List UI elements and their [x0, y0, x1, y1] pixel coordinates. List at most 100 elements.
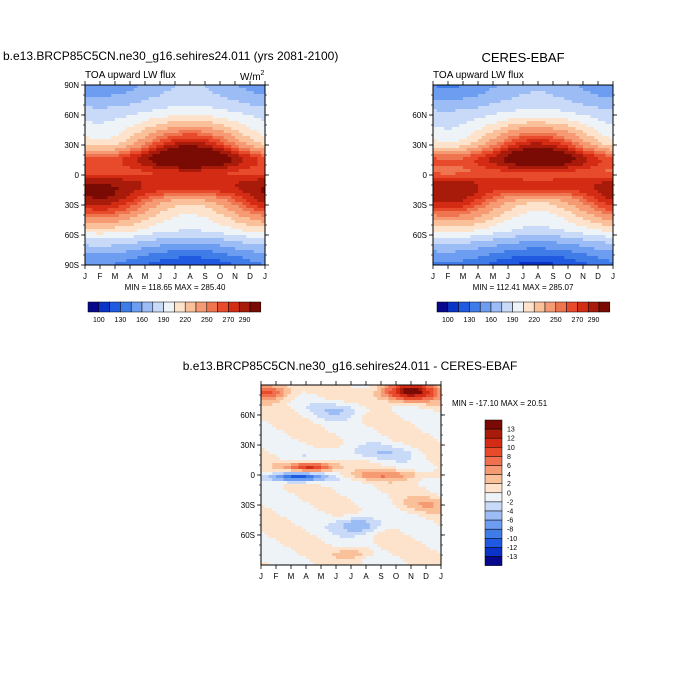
heatmap-cell	[246, 226, 251, 230]
heatmap-cell	[163, 160, 168, 164]
heatmap-cell	[182, 130, 187, 134]
heatmap-cell	[538, 202, 543, 206]
heatmap-cell	[523, 109, 528, 113]
heatmap-cell	[238, 136, 243, 140]
heatmap-cell	[197, 97, 202, 101]
heatmap-cell	[175, 118, 180, 122]
heatmap-cell	[141, 256, 146, 260]
heatmap-cell	[220, 172, 225, 176]
heatmap-cell	[508, 199, 513, 203]
heatmap-cell	[433, 175, 438, 179]
heatmap-cell	[148, 175, 153, 179]
heatmap-cell	[579, 190, 584, 194]
heatmap-cell	[568, 142, 573, 146]
heatmap-cell	[444, 136, 449, 140]
heatmap-cell	[455, 166, 460, 170]
heatmap-cell	[448, 202, 453, 206]
heatmap-cell	[178, 208, 183, 212]
heatmap-cell	[220, 148, 225, 152]
heatmap-cell	[609, 154, 613, 158]
heatmap-cell	[96, 154, 101, 158]
heatmap-cell	[145, 130, 150, 134]
heatmap-cell	[571, 88, 576, 92]
heatmap-cell	[515, 115, 520, 119]
heatmap-cell	[448, 85, 453, 89]
heatmap-cell	[242, 88, 247, 92]
heatmap-cell	[92, 109, 97, 113]
heatmap-cell	[182, 244, 187, 248]
heatmap-cell	[560, 91, 565, 95]
heatmap-cell	[594, 184, 599, 188]
heatmap-cell	[235, 175, 240, 179]
heatmap-cell	[201, 88, 206, 92]
heatmap-cell	[478, 100, 483, 104]
heatmap-cell	[564, 121, 569, 125]
heatmap-cell	[261, 184, 265, 188]
heatmap-cell	[96, 241, 101, 245]
heatmap-cell	[523, 181, 528, 185]
heatmap-cell	[500, 97, 505, 101]
heatmap-cell	[571, 97, 576, 101]
heatmap-cell	[148, 157, 153, 161]
heatmap-cell	[156, 91, 161, 95]
heatmap-cell	[163, 187, 168, 191]
heatmap-cell	[250, 247, 255, 251]
heatmap-cell	[594, 148, 599, 152]
heatmap-cell	[126, 190, 131, 194]
heatmap-cell	[92, 124, 97, 128]
heatmap-cell	[538, 187, 543, 191]
heatmap-cell	[526, 154, 531, 158]
heatmap-cell	[141, 220, 146, 224]
heatmap-cell	[493, 193, 498, 197]
heatmap-cell	[242, 139, 247, 143]
heatmap-cell	[534, 163, 539, 167]
heatmap-cell	[126, 253, 131, 257]
heatmap-cell	[511, 148, 516, 152]
heatmap-cell	[163, 115, 168, 119]
heatmap-cell	[133, 244, 138, 248]
heatmap-cell	[568, 202, 573, 206]
heatmap-cell	[145, 244, 150, 248]
heatmap-cell	[126, 151, 131, 155]
heatmap-cell	[586, 202, 591, 206]
heatmap-cell	[171, 160, 176, 164]
heatmap-cell	[478, 97, 483, 101]
heatmap-cell	[92, 148, 97, 152]
heatmap-cell	[511, 97, 516, 101]
heatmap-cell	[564, 163, 569, 167]
heatmap-cell	[253, 196, 258, 200]
heatmap-cell	[205, 178, 210, 182]
heatmap-cell	[433, 127, 438, 131]
heatmap-cell	[201, 256, 206, 260]
heatmap-cell	[463, 106, 468, 110]
heatmap-cell	[145, 112, 150, 116]
heatmap-cell	[231, 208, 236, 212]
heatmap-cell	[92, 214, 97, 218]
heatmap-cell	[575, 178, 580, 182]
heatmap-cell	[556, 103, 561, 107]
heatmap-cell	[489, 85, 494, 89]
heatmap-cell	[96, 247, 101, 251]
heatmap-cell	[223, 136, 228, 140]
heatmap-cell	[571, 178, 576, 182]
heatmap-cell	[96, 184, 101, 188]
heatmap-cell	[115, 229, 120, 233]
heatmap-cell	[470, 142, 475, 146]
heatmap-cell	[261, 253, 265, 257]
heatmap-cell	[504, 115, 509, 119]
heatmap-cell	[549, 160, 554, 164]
heatmap-cell	[594, 88, 599, 92]
heatmap-cell	[193, 202, 198, 206]
heatmap-cell	[145, 145, 150, 149]
heatmap-cell	[212, 256, 217, 260]
heatmap-cell	[85, 256, 90, 260]
heatmap-cell	[253, 130, 258, 134]
heatmap-cell	[605, 136, 610, 140]
heatmap-cell	[111, 154, 116, 158]
heatmap-cell	[193, 181, 198, 185]
heatmap-cell	[156, 163, 161, 167]
heatmap-cell	[111, 211, 116, 215]
heatmap-cell	[186, 223, 191, 227]
heatmap-cell	[186, 166, 191, 170]
heatmap-cell	[115, 211, 120, 215]
